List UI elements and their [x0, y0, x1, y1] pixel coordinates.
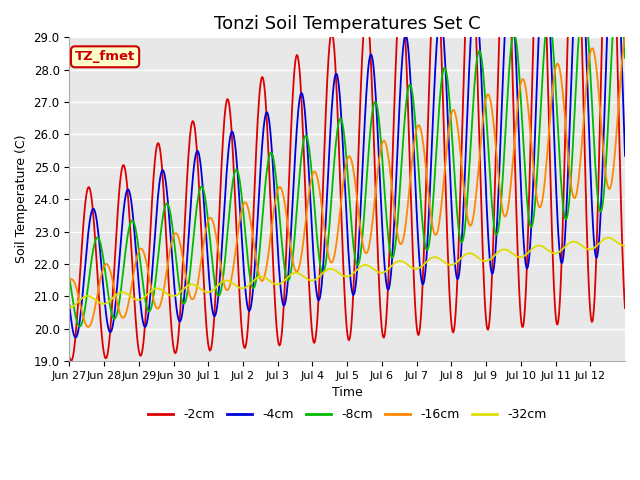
-2cm: [261, 90, 269, 96]
-16cm: [436, 212, 444, 218]
Y-axis label: Soil Temperature (C): Soil Temperature (C): [15, 135, 28, 264]
Title: Tonzi Soil Temperatures Set C: Tonzi Soil Temperatures Set C: [214, 15, 481, 33]
Line: -4cm: -4cm: [69, 0, 625, 337]
-4cm: [436, 13, 444, 19]
-8cm: [65, 275, 73, 281]
-4cm: [72, 335, 80, 340]
-4cm: [65, 302, 73, 308]
-8cm: [436, 91, 444, 96]
Text: TZ_fmet: TZ_fmet: [75, 50, 135, 63]
-16cm: [84, 324, 92, 330]
-4cm: [234, 168, 241, 174]
-32cm: [436, 256, 444, 262]
-2cm: [621, 305, 629, 311]
-8cm: [234, 168, 241, 174]
-32cm: [233, 283, 241, 289]
-32cm: [605, 235, 612, 240]
-16cm: [621, 35, 629, 40]
-4cm: [131, 240, 139, 246]
-32cm: [131, 296, 138, 302]
-32cm: [621, 243, 629, 249]
Line: -32cm: -32cm: [69, 238, 625, 308]
-16cm: [65, 278, 73, 284]
-8cm: [76, 324, 83, 329]
-2cm: [405, 139, 413, 144]
-2cm: [131, 312, 139, 317]
-2cm: [65, 354, 73, 360]
-16cm: [131, 262, 139, 267]
-8cm: [405, 83, 413, 88]
-16cm: [405, 189, 413, 194]
-16cm: [282, 209, 290, 215]
-32cm: [260, 275, 268, 280]
-4cm: [261, 115, 269, 120]
-32cm: [404, 263, 412, 268]
-4cm: [282, 296, 290, 302]
Line: -8cm: -8cm: [69, 0, 625, 326]
-2cm: [67, 358, 75, 364]
-8cm: [131, 225, 139, 230]
-8cm: [282, 273, 290, 279]
-16cm: [234, 234, 241, 240]
-2cm: [234, 249, 241, 255]
-4cm: [405, 56, 413, 62]
Line: -2cm: -2cm: [69, 0, 625, 361]
-2cm: [282, 255, 290, 261]
-2cm: [436, 20, 444, 26]
Legend: -2cm, -4cm, -8cm, -16cm, -32cm: -2cm, -4cm, -8cm, -16cm, -32cm: [143, 403, 552, 426]
-8cm: [621, 55, 629, 61]
Line: -16cm: -16cm: [69, 37, 625, 327]
X-axis label: Time: Time: [332, 386, 363, 399]
-16cm: [261, 272, 269, 277]
-4cm: [621, 153, 629, 159]
-32cm: [65, 305, 73, 311]
-8cm: [261, 185, 269, 191]
-32cm: [282, 277, 289, 283]
